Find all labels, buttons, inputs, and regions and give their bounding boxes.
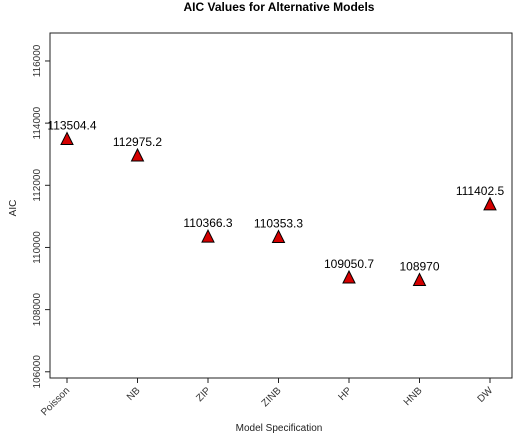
x-tick-label: HP [337, 385, 355, 403]
y-tick-label: 112000 [32, 169, 43, 202]
data-point-dw [483, 196, 497, 211]
data-point-zinb [271, 229, 286, 243]
y-tick-label: 108000 [32, 293, 43, 327]
x-tick-label: ZINB [260, 385, 284, 409]
x-tick-label: DW [476, 385, 496, 405]
data-label-dw: 111402.5 [456, 184, 505, 198]
x-tick-label: Poisson [39, 385, 72, 418]
data-label-hp: 109050.7 [324, 257, 374, 271]
data-labels: 113504.4 112975.2 110366.3 110353.3 109050.7… [47, 119, 504, 274]
x-tick-label: NB [125, 385, 143, 403]
data-point-hnb [412, 272, 427, 286]
data-point-hp [342, 269, 356, 284]
data-point-zip [201, 228, 215, 243]
data-label-nb: 112975.2 [113, 135, 162, 149]
data-point-poisson [60, 131, 74, 146]
data-label-hnb: 108970 [399, 259, 439, 273]
x-tick-label: HNB [402, 385, 425, 408]
x-tick-label: ZIP [194, 385, 213, 404]
chart-title: AIC Values for Alternative Models [184, 0, 375, 14]
x-axis: Poisson NB ZIP ZINB HP HNB DW [39, 378, 496, 418]
y-tick-label: 114000 [32, 106, 43, 139]
data-point-nb [130, 147, 145, 162]
y-axis-label: AIC [8, 200, 19, 217]
y-tick-label: 110000 [32, 231, 43, 264]
data-points [60, 131, 497, 286]
x-axis-label: Model Specification [236, 423, 323, 434]
y-tick-label: 106000 [32, 355, 43, 389]
data-label-zinb: 110353.3 [254, 216, 303, 230]
data-label-poisson: 113504.4 [47, 119, 96, 133]
y-tick-label: 116000 [32, 44, 43, 77]
plot-frame [49, 32, 513, 379]
y-axis: 106000 108000 110000 112000 114000 116000 [32, 44, 50, 388]
data-label-zip: 110366.3 [183, 216, 232, 230]
